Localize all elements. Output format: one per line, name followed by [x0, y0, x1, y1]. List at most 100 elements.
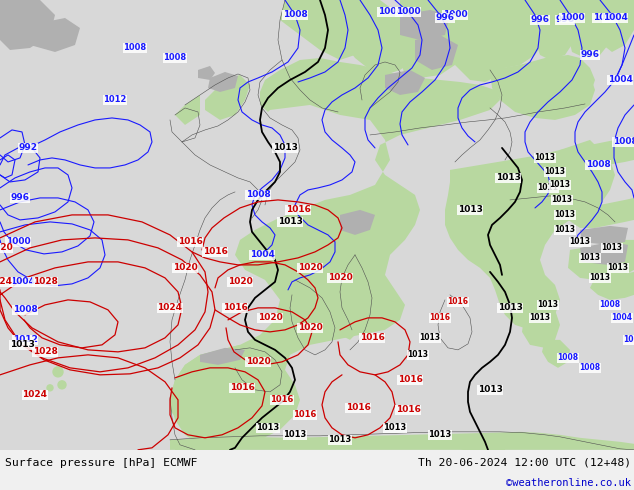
Circle shape: [53, 367, 63, 377]
Polygon shape: [200, 348, 245, 365]
Polygon shape: [170, 345, 260, 430]
Text: 1024: 1024: [22, 391, 48, 399]
Circle shape: [58, 381, 66, 389]
Text: 1008: 1008: [245, 191, 270, 199]
Polygon shape: [170, 432, 634, 450]
Text: 1011: 1011: [538, 183, 559, 193]
Text: 1008: 1008: [13, 305, 37, 315]
Text: 1013: 1013: [420, 333, 441, 343]
Text: 1016: 1016: [396, 405, 420, 415]
Polygon shape: [400, 10, 450, 40]
Text: 1013: 1013: [534, 153, 555, 163]
Text: 1013: 1013: [273, 144, 297, 152]
Polygon shape: [490, 58, 595, 120]
Text: 1008: 1008: [599, 300, 621, 309]
Text: 1020: 1020: [0, 244, 13, 252]
Text: 1013: 1013: [602, 244, 623, 252]
Text: 1020: 1020: [297, 323, 322, 332]
Text: 996: 996: [11, 194, 30, 202]
Text: 1013: 1013: [10, 341, 34, 349]
Text: 1013: 1013: [555, 225, 576, 234]
Text: 1016: 1016: [346, 403, 370, 413]
Text: 1012: 1012: [13, 335, 37, 344]
Text: 1028: 1028: [32, 277, 58, 286]
Polygon shape: [280, 0, 370, 60]
Polygon shape: [490, 0, 545, 68]
Polygon shape: [340, 210, 375, 235]
Text: 1013: 1013: [408, 350, 429, 359]
Text: 1016: 1016: [359, 333, 384, 343]
Polygon shape: [445, 140, 615, 330]
Polygon shape: [208, 72, 238, 92]
Polygon shape: [498, 55, 595, 115]
Text: 1008: 1008: [164, 53, 186, 63]
Polygon shape: [565, 0, 615, 58]
Text: 1013: 1013: [607, 264, 628, 272]
Text: ©weatheronline.co.uk: ©weatheronline.co.uk: [506, 478, 631, 488]
Text: 1013: 1013: [496, 173, 521, 182]
Text: 1008: 1008: [124, 44, 146, 52]
Text: 1004: 1004: [607, 75, 633, 84]
Text: 1004: 1004: [378, 7, 403, 17]
Polygon shape: [335, 0, 420, 75]
Text: 1013: 1013: [555, 210, 576, 220]
Polygon shape: [170, 58, 500, 450]
Text: 1016: 1016: [223, 303, 247, 313]
Text: 1013: 1013: [458, 205, 482, 215]
Polygon shape: [205, 75, 250, 120]
Text: 1004: 1004: [250, 250, 275, 259]
Text: 1016: 1016: [230, 383, 254, 392]
Text: 996: 996: [555, 16, 574, 24]
Text: 1013: 1013: [529, 314, 550, 322]
Text: 1028: 1028: [32, 347, 58, 356]
Text: 1000: 1000: [593, 14, 618, 23]
Text: 1020: 1020: [297, 264, 322, 272]
Text: 1013: 1013: [550, 180, 571, 190]
Polygon shape: [198, 66, 215, 80]
Circle shape: [47, 385, 53, 391]
Text: Th 20-06-2024 12:00 UTC (12+48): Th 20-06-2024 12:00 UTC (12+48): [418, 458, 631, 467]
Text: 1013: 1013: [328, 435, 352, 444]
Text: 1016: 1016: [448, 297, 469, 306]
Text: 1004: 1004: [612, 314, 633, 322]
Text: 1016: 1016: [178, 237, 202, 246]
Text: 1008: 1008: [557, 353, 579, 363]
Text: 1013: 1013: [579, 253, 600, 263]
Text: 1013: 1013: [477, 385, 502, 394]
Polygon shape: [568, 240, 634, 280]
Text: 1013: 1013: [384, 423, 406, 432]
Text: 1020: 1020: [257, 314, 282, 322]
Text: 1004: 1004: [623, 335, 634, 344]
Text: 996: 996: [581, 50, 600, 59]
Polygon shape: [530, 0, 580, 60]
Text: 1004: 1004: [10, 277, 34, 286]
Polygon shape: [580, 226, 628, 245]
Text: 1008: 1008: [586, 160, 611, 170]
Text: 1024: 1024: [157, 303, 183, 313]
Text: 1013: 1013: [552, 196, 573, 204]
Text: 1004: 1004: [602, 14, 628, 23]
Text: 1020: 1020: [328, 273, 353, 282]
Text: 1016: 1016: [202, 247, 228, 256]
Text: 1013: 1013: [545, 168, 566, 176]
Text: 1016: 1016: [429, 314, 451, 322]
Text: 1013: 1013: [498, 303, 522, 313]
Text: 1016: 1016: [270, 395, 294, 404]
Text: 1008: 1008: [283, 10, 307, 20]
Text: 1000: 1000: [396, 7, 420, 17]
Text: 1020: 1020: [172, 264, 197, 272]
Text: 1016: 1016: [285, 205, 311, 215]
Polygon shape: [440, 0, 515, 82]
Text: 1000: 1000: [443, 10, 467, 20]
Text: 1000: 1000: [6, 237, 30, 246]
Text: 1024: 1024: [0, 277, 13, 286]
Polygon shape: [335, 250, 375, 340]
Text: 1013: 1013: [429, 430, 451, 440]
Text: 1020: 1020: [245, 357, 270, 367]
Text: 996: 996: [436, 14, 455, 23]
Polygon shape: [175, 95, 200, 125]
Text: 1000: 1000: [560, 14, 585, 23]
Text: 1013: 1013: [538, 300, 559, 309]
Text: 992: 992: [18, 144, 37, 152]
Text: 1013: 1013: [283, 430, 307, 440]
